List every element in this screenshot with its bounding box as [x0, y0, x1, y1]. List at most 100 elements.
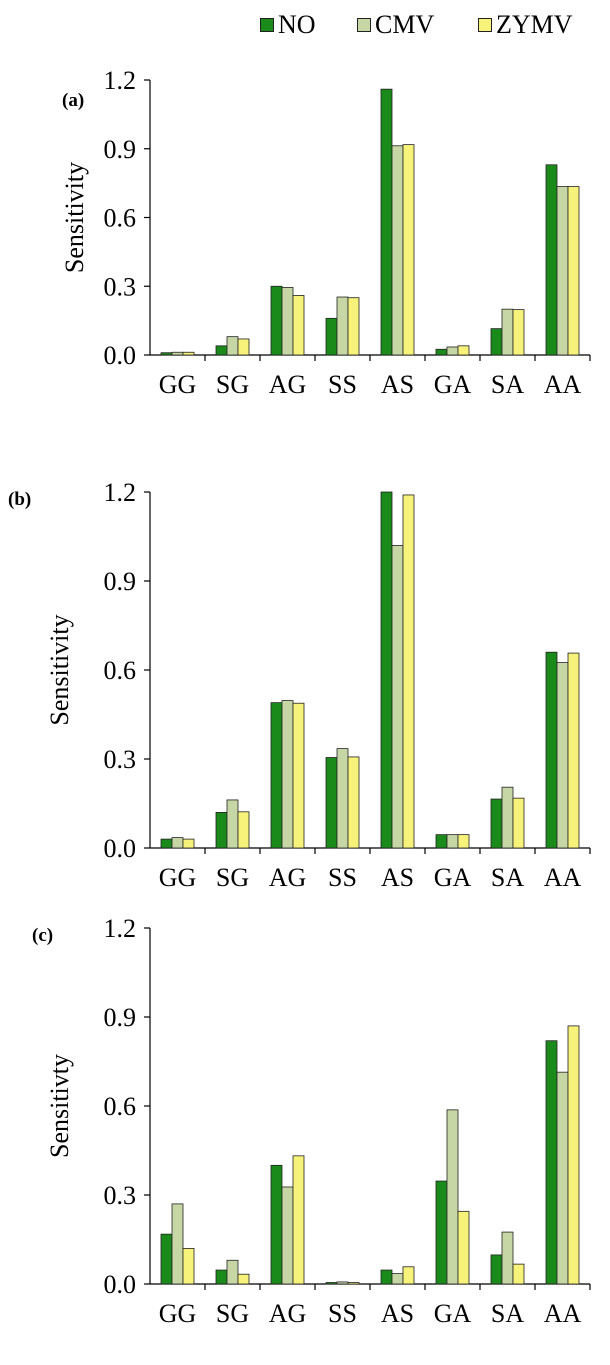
- panel-c-bar-ss-cmv: [336, 1281, 349, 1285]
- legend-swatch-cmv: [357, 18, 371, 32]
- panel-b-bar-sg-zymv: [237, 811, 250, 849]
- panel-a-bar-ss-cmv: [336, 296, 349, 356]
- panel-b-y-tick-label: 0.6: [104, 656, 137, 685]
- panel-c-x-tick-label: AS: [381, 1299, 414, 1328]
- panel-a-x-tick-label: GG: [159, 370, 197, 399]
- panel-c-bar-gg-cmv: [171, 1203, 184, 1285]
- panel-c-y-tick-label: 0.9: [104, 1003, 137, 1032]
- panel-a-bar-sa-no: [490, 328, 503, 356]
- panel-a-y-tick-label: 0.9: [104, 135, 137, 164]
- panel-a-bar-gg-cmv: [171, 351, 184, 356]
- panel-c-y-tick-label: 0.3: [104, 1181, 137, 1210]
- panel-b-bar-gg-no: [160, 838, 173, 849]
- panel-a-y-tick-label: 0.0: [104, 341, 137, 370]
- panel-b-bar-ga-no: [435, 834, 448, 849]
- panel-b-bar-ag-zymv: [292, 702, 305, 849]
- panel-b-y-axis-title: Sensitivity: [45, 614, 74, 725]
- panel-c-bar-as-cmv: [391, 1273, 404, 1285]
- panel-b-bar-sg-cmv: [226, 799, 239, 849]
- panel-c-bar-ag-no: [270, 1164, 283, 1285]
- panel-b-x-tick-label: AG: [269, 863, 307, 892]
- panel-b-y-tick-label: 0.9: [104, 567, 137, 596]
- legend-item-cmv: CMV: [357, 12, 434, 38]
- panel-c-x-tick-label: GG: [159, 1299, 197, 1328]
- panel-c-bar-ga-cmv: [446, 1109, 459, 1285]
- panel-c-bar-sa-cmv: [501, 1231, 514, 1285]
- panel-a-bar-sa-cmv: [501, 308, 514, 356]
- panel-b-bar-as-no: [380, 491, 393, 849]
- panel-b-x-tick-label: SG: [216, 863, 249, 892]
- panel-c-x-tick-label: AA: [544, 1299, 582, 1328]
- legend-swatch-no: [260, 18, 274, 32]
- panel-b-bar-as-cmv: [391, 545, 404, 849]
- panel-a-bar-sa-zymv: [512, 309, 525, 356]
- panel-a-bar-sg-cmv: [226, 336, 239, 356]
- panel-b-bar-aa-no: [545, 651, 558, 849]
- panel-a: 0.0 0.3 0.6 0.9 1.2 GG SG AG SS AS GA SA AA (a) Sensit…: [60, 66, 591, 399]
- panel-c-x-tick-label: GA: [434, 1299, 472, 1328]
- panel-b-bar-ag-no: [270, 702, 283, 849]
- panel-c-bar-ga-no: [435, 1180, 448, 1285]
- panel-c-label: (c): [32, 925, 53, 946]
- panel-a-bar-gg-zymv: [182, 351, 195, 356]
- panel-a-x-tick-label: AA: [544, 370, 582, 399]
- panel-a-x-tick-label: AS: [381, 370, 414, 399]
- panel-b-bar-sg-no: [215, 812, 228, 849]
- panel-c-y-tick-label: 1.2: [104, 914, 137, 943]
- legend-label-no: NO: [278, 10, 316, 39]
- panel-a-x-tick-label: SS: [328, 370, 357, 399]
- panel-a-bar-as-no: [380, 88, 393, 356]
- panel-c-bar-sg-no: [215, 1269, 228, 1285]
- panel-b-x-tick-label: GA: [434, 863, 472, 892]
- panel-a-bar-sg-zymv: [237, 338, 250, 356]
- panel-b-bar-aa-zymv: [567, 652, 580, 849]
- panel-b: 0.0 0.3 0.6 0.9 1.2 GG SG AG SS AS GA SA AA (b) Sensit…: [8, 478, 591, 892]
- panel-a-bar-ss-zymv: [347, 297, 360, 356]
- panel-c-bar-gg-zymv: [182, 1248, 195, 1285]
- panel-b-bar-sa-zymv: [512, 797, 525, 849]
- panel-c-bar-sa-no: [490, 1254, 503, 1285]
- panel-b-bar-ss-zymv: [347, 756, 360, 849]
- panel-a-label: (a): [62, 90, 84, 111]
- panel-b-x-tick-label: AA: [544, 863, 582, 892]
- panel-a-bar-as-cmv: [391, 145, 404, 356]
- panel-c: 0.0 0.3 0.6 0.9 1.2 GG SG AG SS AS GA SA AA (c) Sensit…: [32, 914, 591, 1328]
- panel-a-bar-ga-zymv: [457, 345, 470, 356]
- panel-c-x-tick-label: SG: [216, 1299, 249, 1328]
- panel-b-bar-as-zymv: [402, 494, 415, 849]
- panel-b-x-tick-label: AS: [381, 863, 414, 892]
- panel-c-bar-sa-zymv: [512, 1263, 525, 1285]
- panel-a-x-tick-label: SA: [491, 370, 524, 399]
- panel-b-x-tick-label: GG: [159, 863, 197, 892]
- panel-a-bar-ga-no: [435, 348, 448, 356]
- panel-b-x-tick-label: SS: [328, 863, 357, 892]
- panel-c-bar-ss-zymv: [347, 1282, 360, 1285]
- panel-a-x-tick-label: AG: [269, 370, 307, 399]
- panel-c-x-tick-label: AG: [269, 1299, 307, 1328]
- panel-c-bar-aa-zymv: [567, 1025, 580, 1285]
- panel-b-bar-ag-cmv: [281, 700, 294, 849]
- legend-item-zymv: ZYMV: [478, 12, 573, 38]
- panel-c-bar-ss-no: [325, 1282, 338, 1285]
- panel-b-bar-sa-no: [490, 798, 503, 849]
- panel-b-x-tick-label: SA: [491, 863, 524, 892]
- panel-c-bar-aa-cmv: [556, 1071, 569, 1285]
- panel-a-bar-ag-no: [270, 285, 283, 356]
- panel-c-bar-sg-cmv: [226, 1259, 239, 1285]
- panel-c-bar-sg-zymv: [237, 1273, 250, 1285]
- panel-b-bar-ga-cmv: [446, 834, 459, 849]
- panel-c-bar-as-no: [380, 1269, 393, 1285]
- panel-a-bar-aa-no: [545, 164, 558, 356]
- panel-a-x-tick-label: GA: [434, 370, 472, 399]
- panel-a-y-axis-title: Sensitivity: [60, 162, 89, 273]
- panel-a-y-tick-label: 0.6: [104, 204, 137, 233]
- panel-c-bar-ag-cmv: [281, 1186, 294, 1285]
- panel-c-y-axis-title: Sensitivty: [45, 1054, 74, 1158]
- panel-a-bar-aa-zymv: [567, 186, 580, 356]
- panel-c-x-tick-label: SA: [491, 1299, 524, 1328]
- panel-c-bar-ag-zymv: [292, 1155, 305, 1285]
- panel-b-bar-gg-zymv: [182, 838, 195, 849]
- panel-c-bar-as-zymv: [402, 1266, 415, 1285]
- panel-b-bar-gg-cmv: [171, 837, 184, 849]
